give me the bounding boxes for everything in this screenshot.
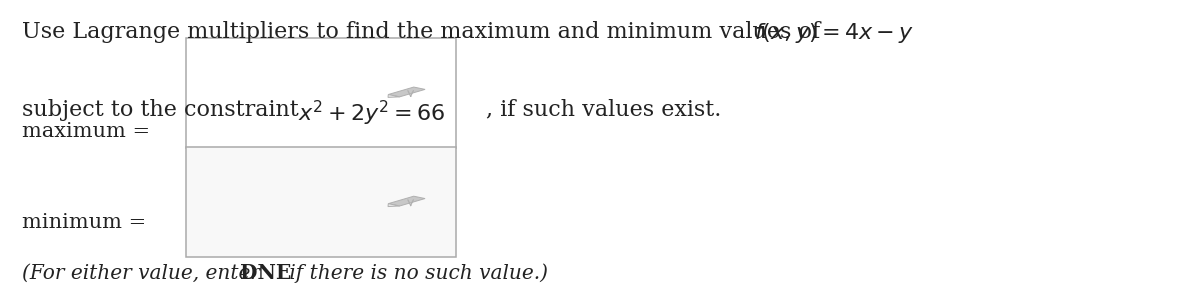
Text: $x^2 + 2y^2 = 66$: $x^2 + 2y^2 = 66$ (298, 99, 445, 128)
Text: , if such values exist.: , if such values exist. (486, 99, 721, 121)
Text: Use Lagrange multipliers to find the maximum and minimum values of: Use Lagrange multipliers to find the max… (22, 21, 827, 43)
Text: maximum =: maximum = (22, 122, 150, 141)
Text: $f(x, y) = 4x - y$: $f(x, y) = 4x - y$ (754, 21, 914, 45)
Text: minimum =: minimum = (22, 213, 146, 232)
Text: (For either value, enter: (For either value, enter (22, 264, 266, 283)
Text: DNE: DNE (240, 263, 292, 283)
Polygon shape (388, 204, 400, 206)
Bar (186, 38, 456, 148)
Polygon shape (388, 94, 400, 97)
Polygon shape (389, 196, 425, 206)
Text: subject to the constraint: subject to the constraint (22, 99, 306, 121)
Bar (186, 148, 456, 257)
Polygon shape (389, 87, 425, 97)
Text: if there is no such value.): if there is no such value.) (283, 263, 548, 283)
